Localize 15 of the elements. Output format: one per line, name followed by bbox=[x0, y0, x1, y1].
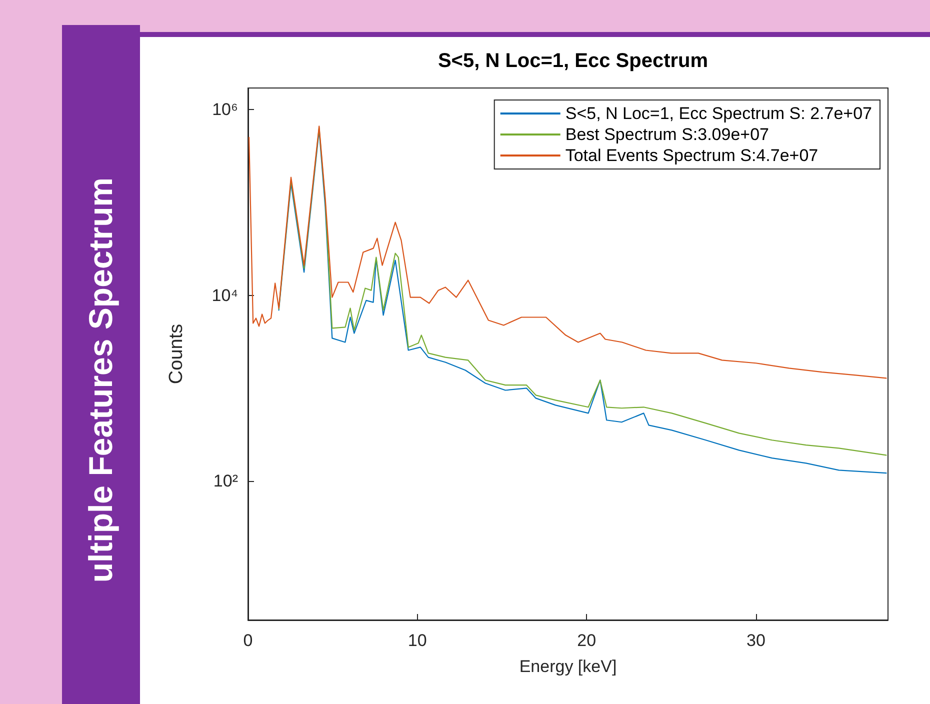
x-tick-label: 30 bbox=[746, 631, 766, 650]
x-tick-label: 0 bbox=[243, 631, 253, 650]
y-axis-title: Counts bbox=[166, 324, 187, 384]
legend-label: S<5, N Loc=1, Ecc Spectrum S: 2.7e+07 bbox=[565, 104, 872, 123]
line-series bbox=[248, 126, 887, 379]
chart-title: S<5, N Loc=1, Ecc Spectrum bbox=[438, 50, 708, 72]
y-tick-label: 10² bbox=[213, 472, 238, 491]
x-tick-label: 20 bbox=[577, 631, 596, 650]
legend-label: Total Events Spectrum S:4.7e+07 bbox=[565, 146, 818, 165]
y-tick-label: 10⁴ bbox=[212, 286, 238, 305]
x-axis-title: Energy [keV] bbox=[519, 657, 617, 676]
x-tick-label: 10 bbox=[408, 631, 427, 650]
legend-label: Best Spectrum S:3.09e+07 bbox=[565, 125, 770, 144]
y-tick-label: 10⁶ bbox=[212, 100, 238, 119]
text: ultiple Features Spectrum bbox=[82, 177, 120, 583]
